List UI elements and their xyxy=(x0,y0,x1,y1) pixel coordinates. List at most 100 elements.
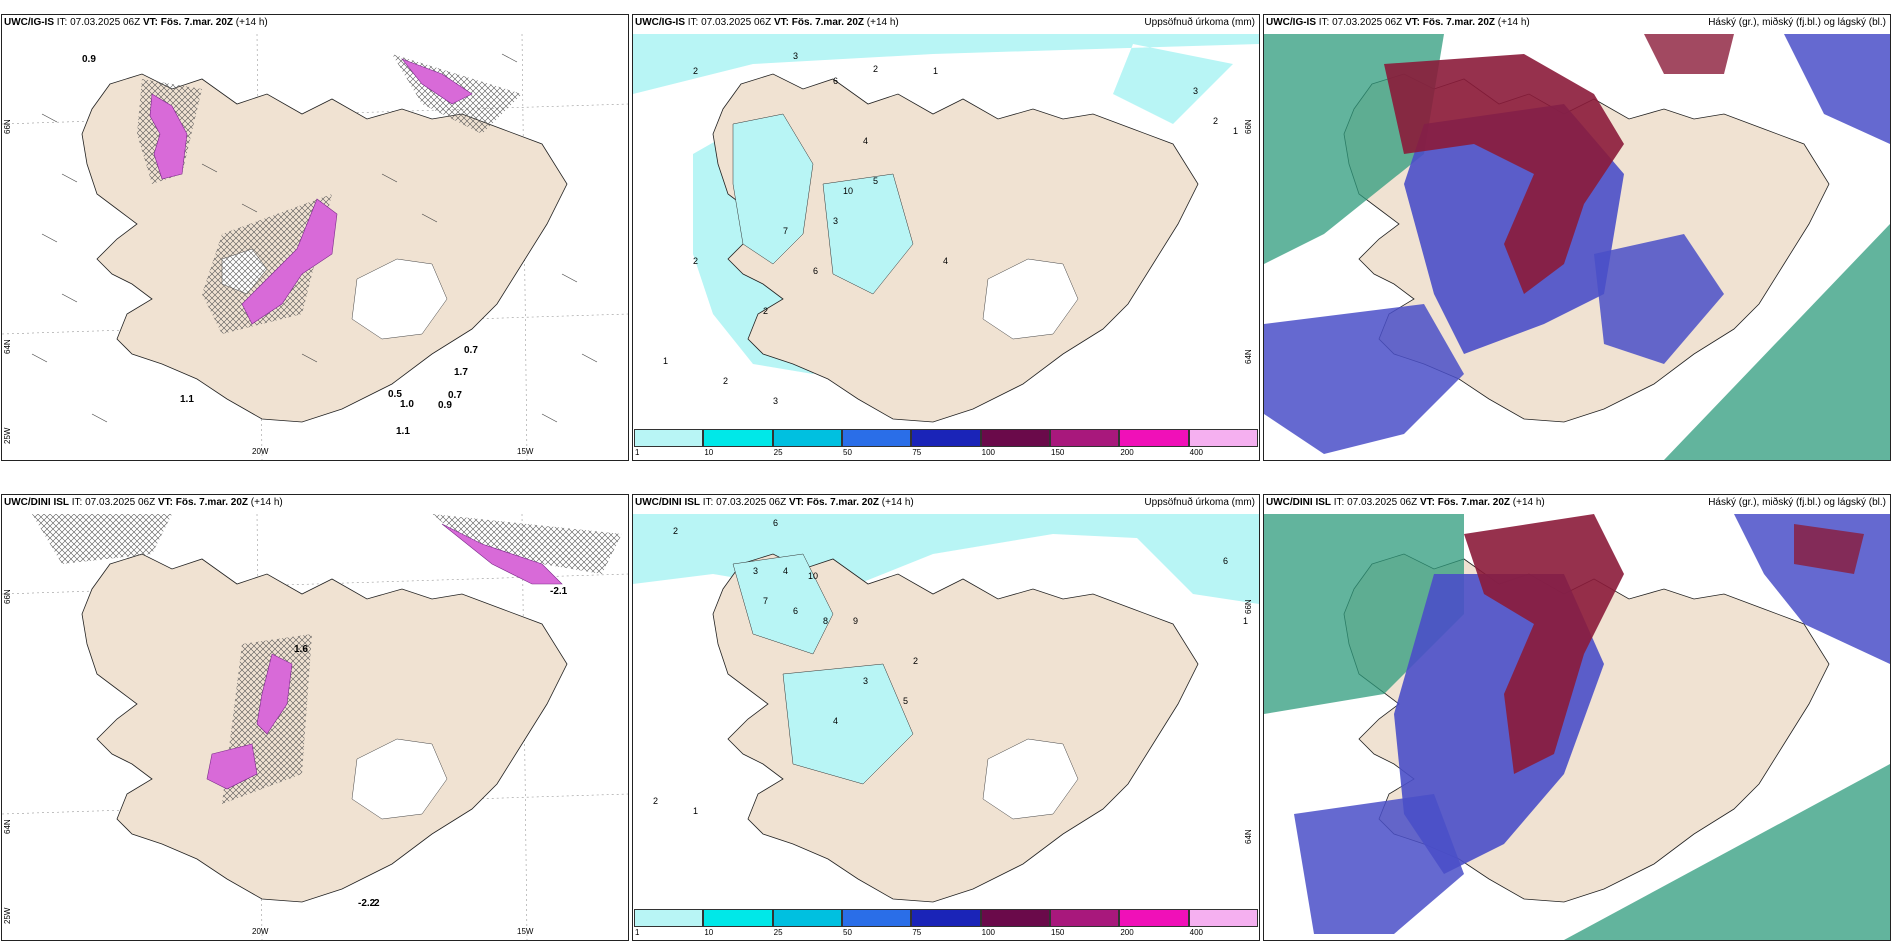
colorbar-swatch xyxy=(842,909,912,927)
precip-value: 2 xyxy=(873,64,878,74)
colorbar-swatch xyxy=(1050,429,1120,447)
colorbar-swatch xyxy=(1119,909,1189,927)
temp-label: 2 xyxy=(374,898,380,909)
wind-map: 0.9 1.1 0.7 1.7 0.5 1.0 0.9 0.7 1.1 20W … xyxy=(2,34,628,460)
colorbar-swatch xyxy=(911,429,981,447)
precip-value: 4 xyxy=(863,136,868,146)
temp-label: 1.1 xyxy=(180,394,194,405)
temp-label: 1.7 xyxy=(454,367,468,378)
axis-label-66n: 66N xyxy=(1244,599,1253,614)
colorbar-swatch xyxy=(1188,429,1258,447)
panel-title: UWC/DINI ISL IT: 07.03.2025 06Z VT: Fös.… xyxy=(4,497,283,508)
precip-value: 6 xyxy=(813,266,818,276)
precip-value: 7 xyxy=(763,596,768,606)
precip-value: 4 xyxy=(833,716,838,726)
colorbar-tick: 50 xyxy=(843,928,852,937)
precip-value: 3 xyxy=(773,396,778,406)
precip-value: 2 xyxy=(913,656,918,666)
colorbar-tick: 150 xyxy=(1051,928,1065,937)
precip-value: 1 xyxy=(1233,126,1238,136)
temp-label: 0.5 xyxy=(388,389,402,400)
colorbar-swatch xyxy=(634,909,704,927)
panel-title: UWC/IG-IS IT: 07.03.2025 06Z VT: Fös. 7.… xyxy=(4,17,268,28)
axis-label-64n: 64N xyxy=(1244,829,1253,844)
colorbar-swatch xyxy=(980,909,1050,927)
precip-value: 10 xyxy=(843,186,853,196)
temp-label: 0.9 xyxy=(438,400,452,411)
map-panel-igis-cloud: UWC/IG-IS IT: 07.03.2025 06Z VT: Fös. 7.… xyxy=(1263,14,1891,461)
temp-label: 0.9 xyxy=(82,54,96,65)
precip-map: 2 6 3 4 10 7 6 9 8 2 3 5 4 1 2 6 1 66N 6… xyxy=(633,514,1259,908)
precip-value: 2 xyxy=(693,256,698,266)
precip-value: 3 xyxy=(833,216,838,226)
colorbar-tick: 25 xyxy=(773,928,783,937)
precip-value: 7 xyxy=(783,226,788,236)
precip-value: 2 xyxy=(763,306,768,316)
precip-value: 8 xyxy=(823,616,828,626)
colorbar-tick: 1 xyxy=(635,448,640,457)
precip-value: 3 xyxy=(793,51,798,61)
precip-value: 6 xyxy=(833,76,838,86)
precip-value: 9 xyxy=(853,616,858,626)
panel-title: UWC/DINI ISL IT: 07.03.2025 06Z VT: Fös.… xyxy=(635,497,914,508)
colorbar-swatch xyxy=(980,429,1050,447)
wind-map: -2.1 1.6 -2.2 2 20W 15W 66N 64N 25W xyxy=(2,514,628,940)
precip-value: 1 xyxy=(693,806,698,816)
precip-value: 2 xyxy=(723,376,728,386)
colorbar-tick: 100 xyxy=(981,448,996,457)
colorbar-tick: 10 xyxy=(704,448,714,457)
panel-title: UWC/IG-IS IT: 07.03.2025 06Z VT: Fös. 7.… xyxy=(1266,17,1530,28)
precip-value: 3 xyxy=(1193,86,1198,96)
precip-value: 4 xyxy=(943,256,948,266)
precip-value: 2 xyxy=(693,66,698,76)
precip-value: 5 xyxy=(873,176,878,186)
map-panel-dini-precip: UWC/DINI ISL IT: 07.03.2025 06Z VT: Fös.… xyxy=(632,494,1260,941)
axis-label-20w: 20W xyxy=(252,447,269,456)
colorbar-swatch xyxy=(1188,909,1258,927)
axis-label-66n: 66N xyxy=(3,589,12,604)
colorbar-swatch xyxy=(772,429,842,447)
precip-value: 5 xyxy=(903,696,908,706)
colorbar-tick: 400 xyxy=(1189,448,1204,457)
precip-value: 1 xyxy=(1243,616,1248,626)
temp-label: 0.7 xyxy=(464,345,478,356)
colorbar-swatch xyxy=(1119,429,1189,447)
colorbar-tick: 150 xyxy=(1051,448,1065,457)
colorbar-swatch xyxy=(1050,909,1120,927)
precip-value: 1 xyxy=(933,66,938,76)
temp-label: 1.1 xyxy=(396,426,410,437)
cloud-map xyxy=(1264,34,1890,460)
cloud-title: Háský (gr.), miðský (fj.bl.) og lágský (… xyxy=(1708,497,1886,508)
panel-title: UWC/DINI ISL IT: 07.03.2025 06Z VT: Fös.… xyxy=(1266,497,1545,508)
colorbar-swatch xyxy=(634,429,704,447)
colorbar-swatch xyxy=(842,429,912,447)
colorbar-tick: 75 xyxy=(912,448,922,457)
axis-label-20w: 20W xyxy=(252,927,269,936)
colorbar-tick: 200 xyxy=(1120,448,1134,457)
precip-value: 3 xyxy=(753,566,758,576)
cloud-map xyxy=(1264,514,1890,940)
colorbar-swatch xyxy=(703,909,773,927)
precip-value: 6 xyxy=(793,606,798,616)
precip-value: 6 xyxy=(1223,556,1228,566)
axis-label-66n: 66N xyxy=(3,119,12,134)
axis-label-15w: 15W xyxy=(517,927,534,936)
axis-label-25w: 25W xyxy=(3,907,12,924)
colorbar-swatch xyxy=(911,909,981,927)
precip-value: 2 xyxy=(653,796,658,806)
colorbar-tick: 200 xyxy=(1120,928,1134,937)
precip-value: 6 xyxy=(773,518,778,528)
temp-label: 1.6 xyxy=(294,644,308,655)
colorbar-tick: 1 xyxy=(635,928,640,937)
colorbar: 1 10 25 50 75 100 150 200 400 xyxy=(634,909,1258,939)
precip-value: 1 xyxy=(663,356,668,366)
colorbar-swatch xyxy=(772,909,842,927)
precip-value: 2 xyxy=(1213,116,1218,126)
axis-label-66n: 66N xyxy=(1244,119,1253,134)
axis-label-64n: 64N xyxy=(3,819,12,834)
colorbar-tick: 50 xyxy=(843,448,852,457)
precip-title: Uppsöfnuð úrkoma (mm) xyxy=(1144,497,1255,508)
map-panel-igis-wind: UWC/IG-IS IT: 07.03.2025 06Z VT: Fös. 7.… xyxy=(1,14,629,461)
colorbar-tick: 25 xyxy=(773,448,783,457)
precip-value: 3 xyxy=(863,676,868,686)
